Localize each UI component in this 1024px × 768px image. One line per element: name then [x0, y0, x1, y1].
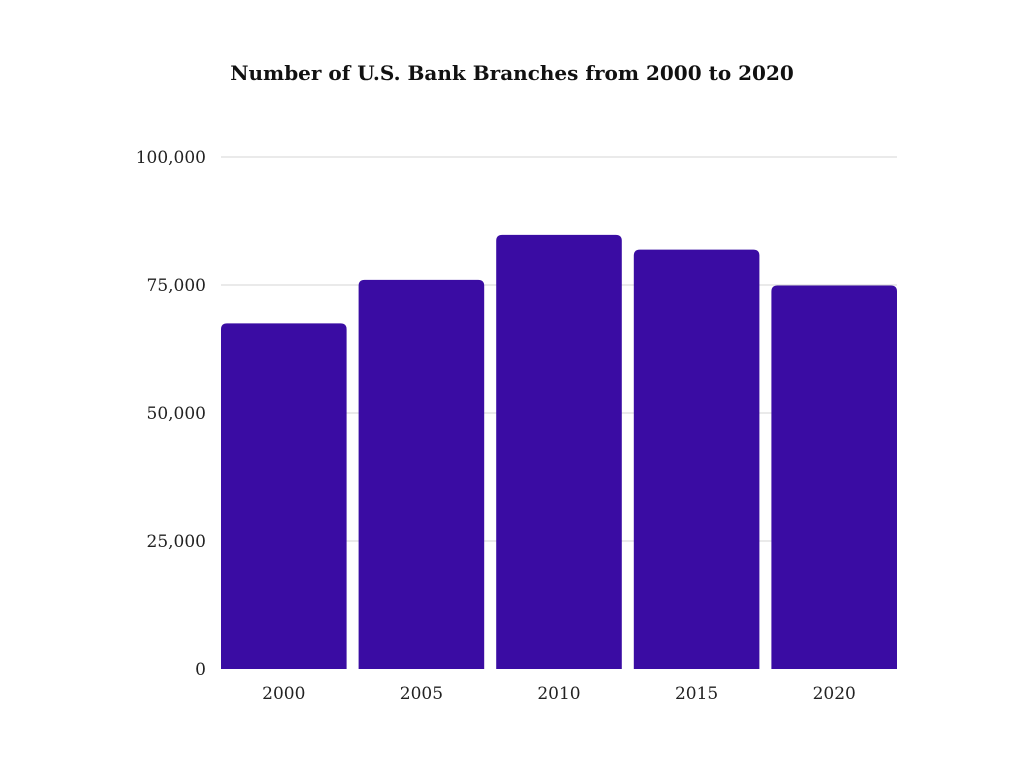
y-axis-tick-labels: 0 25,000 50,000 75,000 100,000 [136, 148, 206, 680]
y-tick-label: 50,000 [147, 404, 206, 424]
bar-2015 [633, 249, 760, 669]
y-tick-label: 100,000 [136, 148, 206, 168]
x-tick-label: 2015 [675, 684, 718, 704]
bars [221, 234, 897, 669]
bar-2020 [771, 285, 897, 669]
y-tick-label: 75,000 [147, 276, 206, 296]
x-axis-tick-labels: 2000 2005 2010 2015 2020 [262, 684, 856, 704]
x-tick-label: 2020 [813, 684, 856, 704]
bar-2005 [358, 279, 485, 669]
y-tick-label: 25,000 [147, 532, 206, 552]
bar-2000 [221, 323, 347, 669]
x-tick-label: 2010 [537, 684, 580, 704]
y-tick-label: 0 [195, 660, 206, 680]
x-tick-label: 2005 [400, 684, 443, 704]
x-tick-label: 2000 [262, 684, 305, 704]
bar-2010 [496, 234, 622, 669]
chart-title: Number of U.S. Bank Branches from 2000 t… [230, 61, 794, 85]
